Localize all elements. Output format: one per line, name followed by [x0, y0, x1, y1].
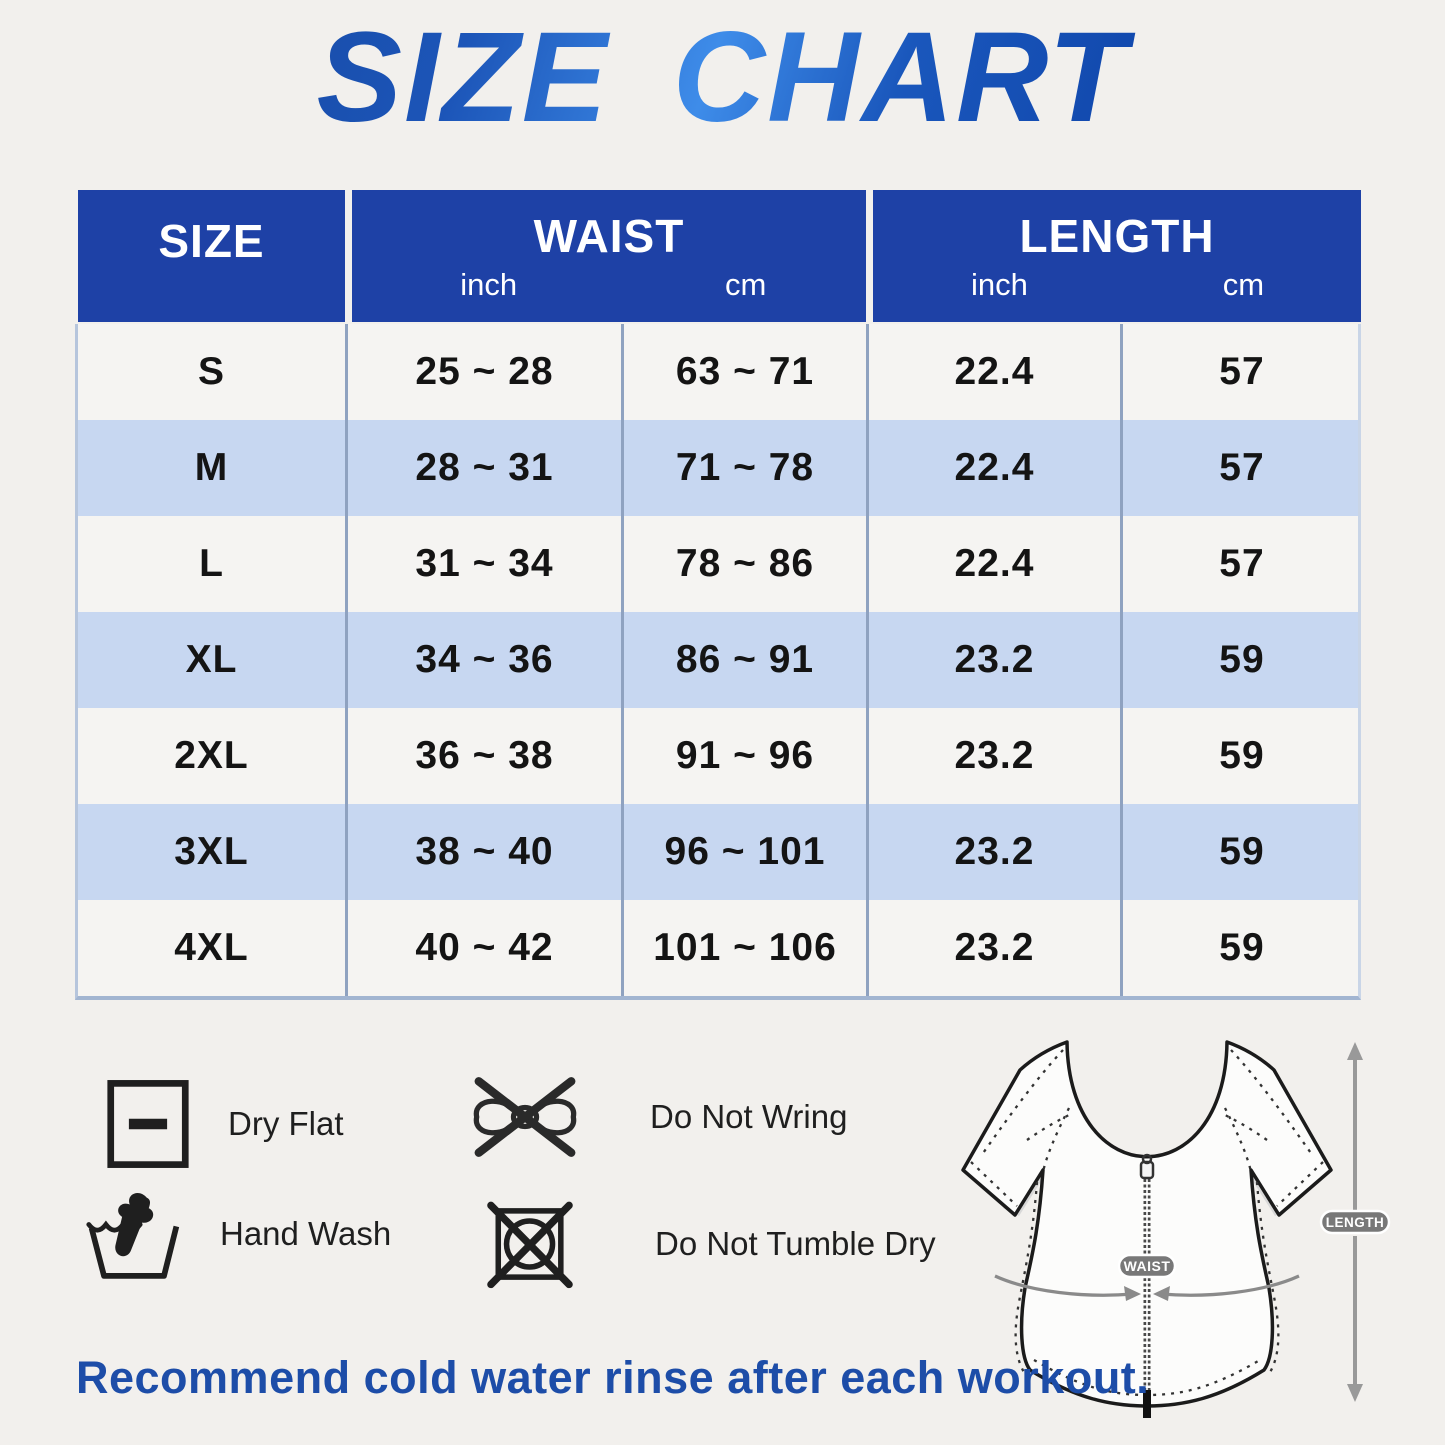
header-length-units: inch cm: [873, 267, 1361, 303]
cell-waist-inch: 28 ~ 31: [345, 420, 621, 516]
table-row: XL 34 ~ 36 86 ~ 91 23.2 59: [78, 612, 1358, 708]
care-label: Dry Flat: [228, 1105, 344, 1142]
length-inch-label: inch: [970, 267, 1028, 302]
cell-size: S: [197, 350, 225, 393]
table-row: 4XL 40 ~ 42 101 ~ 106 23.2 59: [78, 900, 1358, 996]
table-header-row: SIZE WAIST inch cm LENGTH inch cm: [78, 190, 1361, 322]
header-cell-length: LENGTH inch cm: [866, 190, 1361, 322]
cell-waist-cm: 101 ~ 106: [621, 900, 866, 996]
care-label: Do Not Wring: [650, 1098, 848, 1135]
header-waist-label: WAIST: [533, 210, 685, 262]
cell-waist-cm: 71 ~ 78: [621, 420, 866, 516]
care-item-hand-wash: Hand Wash: [84, 1186, 391, 1282]
length-cm-label: cm: [1222, 267, 1265, 302]
table-row: M 28 ~ 31 71 ~ 78 22.4 57: [78, 420, 1358, 516]
cell-waist-cm: 86 ~ 91: [621, 612, 866, 708]
table-row: S 25 ~ 28 63 ~ 71 22.4 57: [78, 324, 1358, 420]
zipper: [1139, 1153, 1155, 1418]
waist-badge-label: WAIST: [1124, 1258, 1171, 1274]
hand-wash-icon: [84, 1186, 184, 1282]
cell-length-cm: 57: [1120, 324, 1361, 420]
waist-badge: WAIST: [1117, 1253, 1177, 1279]
cell-waist-cm: 91 ~ 96: [621, 708, 866, 804]
cell-waist-cm: 96 ~ 101: [621, 804, 866, 900]
waist-inch-label: inch: [460, 267, 518, 302]
do-not-tumble-dry-icon: [460, 1198, 600, 1290]
cell-waist-inch: 31 ~ 34: [345, 516, 621, 612]
cell-length-inch: 23.2: [866, 900, 1120, 996]
cell-length-inch: 22.4: [866, 420, 1120, 516]
cell-length-inch: 22.4: [866, 324, 1120, 420]
cell-length-cm: 57: [1120, 516, 1361, 612]
header-waist-units: inch cm: [352, 267, 866, 303]
care-label: Hand Wash: [220, 1215, 392, 1252]
size-table: SIZE WAIST inch cm LENGTH inch cm S 25 ~…: [75, 190, 1361, 1000]
cell-size: M: [194, 446, 229, 489]
cell-size: 4XL: [174, 926, 249, 969]
cell-length-cm: 59: [1120, 900, 1361, 996]
table-row: 3XL 38 ~ 40 96 ~ 101 23.2 59: [78, 804, 1358, 900]
cell-waist-inch: 25 ~ 28: [345, 324, 621, 420]
length-arrow: [1347, 1042, 1363, 1402]
cell-length-cm: 59: [1120, 804, 1361, 900]
cell-size: 2XL: [174, 734, 249, 777]
header-size-label: SIZE: [158, 215, 265, 267]
header-cell-waist: WAIST inch cm: [345, 190, 866, 322]
garment-diagram: WAIST LENGTH: [961, 1040, 1391, 1418]
care-label: Do Not Tumble Dry: [655, 1225, 936, 1262]
table-row: L 31 ~ 34 78 ~ 86 22.4 57: [78, 516, 1358, 612]
waist-arrows: [994, 1274, 1300, 1301]
cell-length-cm: 59: [1120, 612, 1361, 708]
cell-length-inch: 23.2: [866, 708, 1120, 804]
care-item-dry-flat: Dry Flat: [98, 1078, 344, 1170]
do-not-wring-icon: [455, 1075, 595, 1159]
care-item-do-not-tumble-dry: Do Not Tumble Dry: [460, 1198, 936, 1290]
cell-waist-inch: 40 ~ 42: [345, 900, 621, 996]
waist-cm-label: cm: [725, 267, 767, 302]
care-item-do-not-wring: Do Not Wring: [455, 1075, 847, 1159]
table-row: 2XL 36 ~ 38 91 ~ 96 23.2 59: [78, 708, 1358, 804]
cell-size: XL: [185, 638, 238, 681]
dry-flat-icon: [98, 1078, 198, 1170]
header-cell-size: SIZE: [78, 190, 345, 322]
cell-length-inch: 23.2: [866, 612, 1120, 708]
cell-waist-inch: 36 ~ 38: [345, 708, 621, 804]
table-body: S 25 ~ 28 63 ~ 71 22.4 57 M 28 ~ 31 71 ~…: [75, 324, 1361, 1000]
header-length-label: LENGTH: [1019, 210, 1215, 262]
cell-length-cm: 57: [1120, 420, 1361, 516]
length-badge: LENGTH: [1319, 1209, 1391, 1235]
cell-waist-cm: 78 ~ 86: [621, 516, 866, 612]
cell-waist-cm: 63 ~ 71: [621, 324, 866, 420]
cell-size: L: [199, 542, 224, 585]
cell-size: 3XL: [174, 830, 249, 873]
cell-length-inch: 22.4: [866, 516, 1120, 612]
cell-length-cm: 59: [1120, 708, 1361, 804]
cell-length-inch: 23.2: [866, 804, 1120, 900]
page-title: SIZE CHART: [0, 7, 1445, 149]
length-badge-label: LENGTH: [1326, 1215, 1385, 1230]
cell-waist-inch: 38 ~ 40: [345, 804, 621, 900]
care-note: Recommend cold water rinse after each wo…: [76, 1352, 1150, 1403]
cell-waist-inch: 34 ~ 36: [345, 612, 621, 708]
